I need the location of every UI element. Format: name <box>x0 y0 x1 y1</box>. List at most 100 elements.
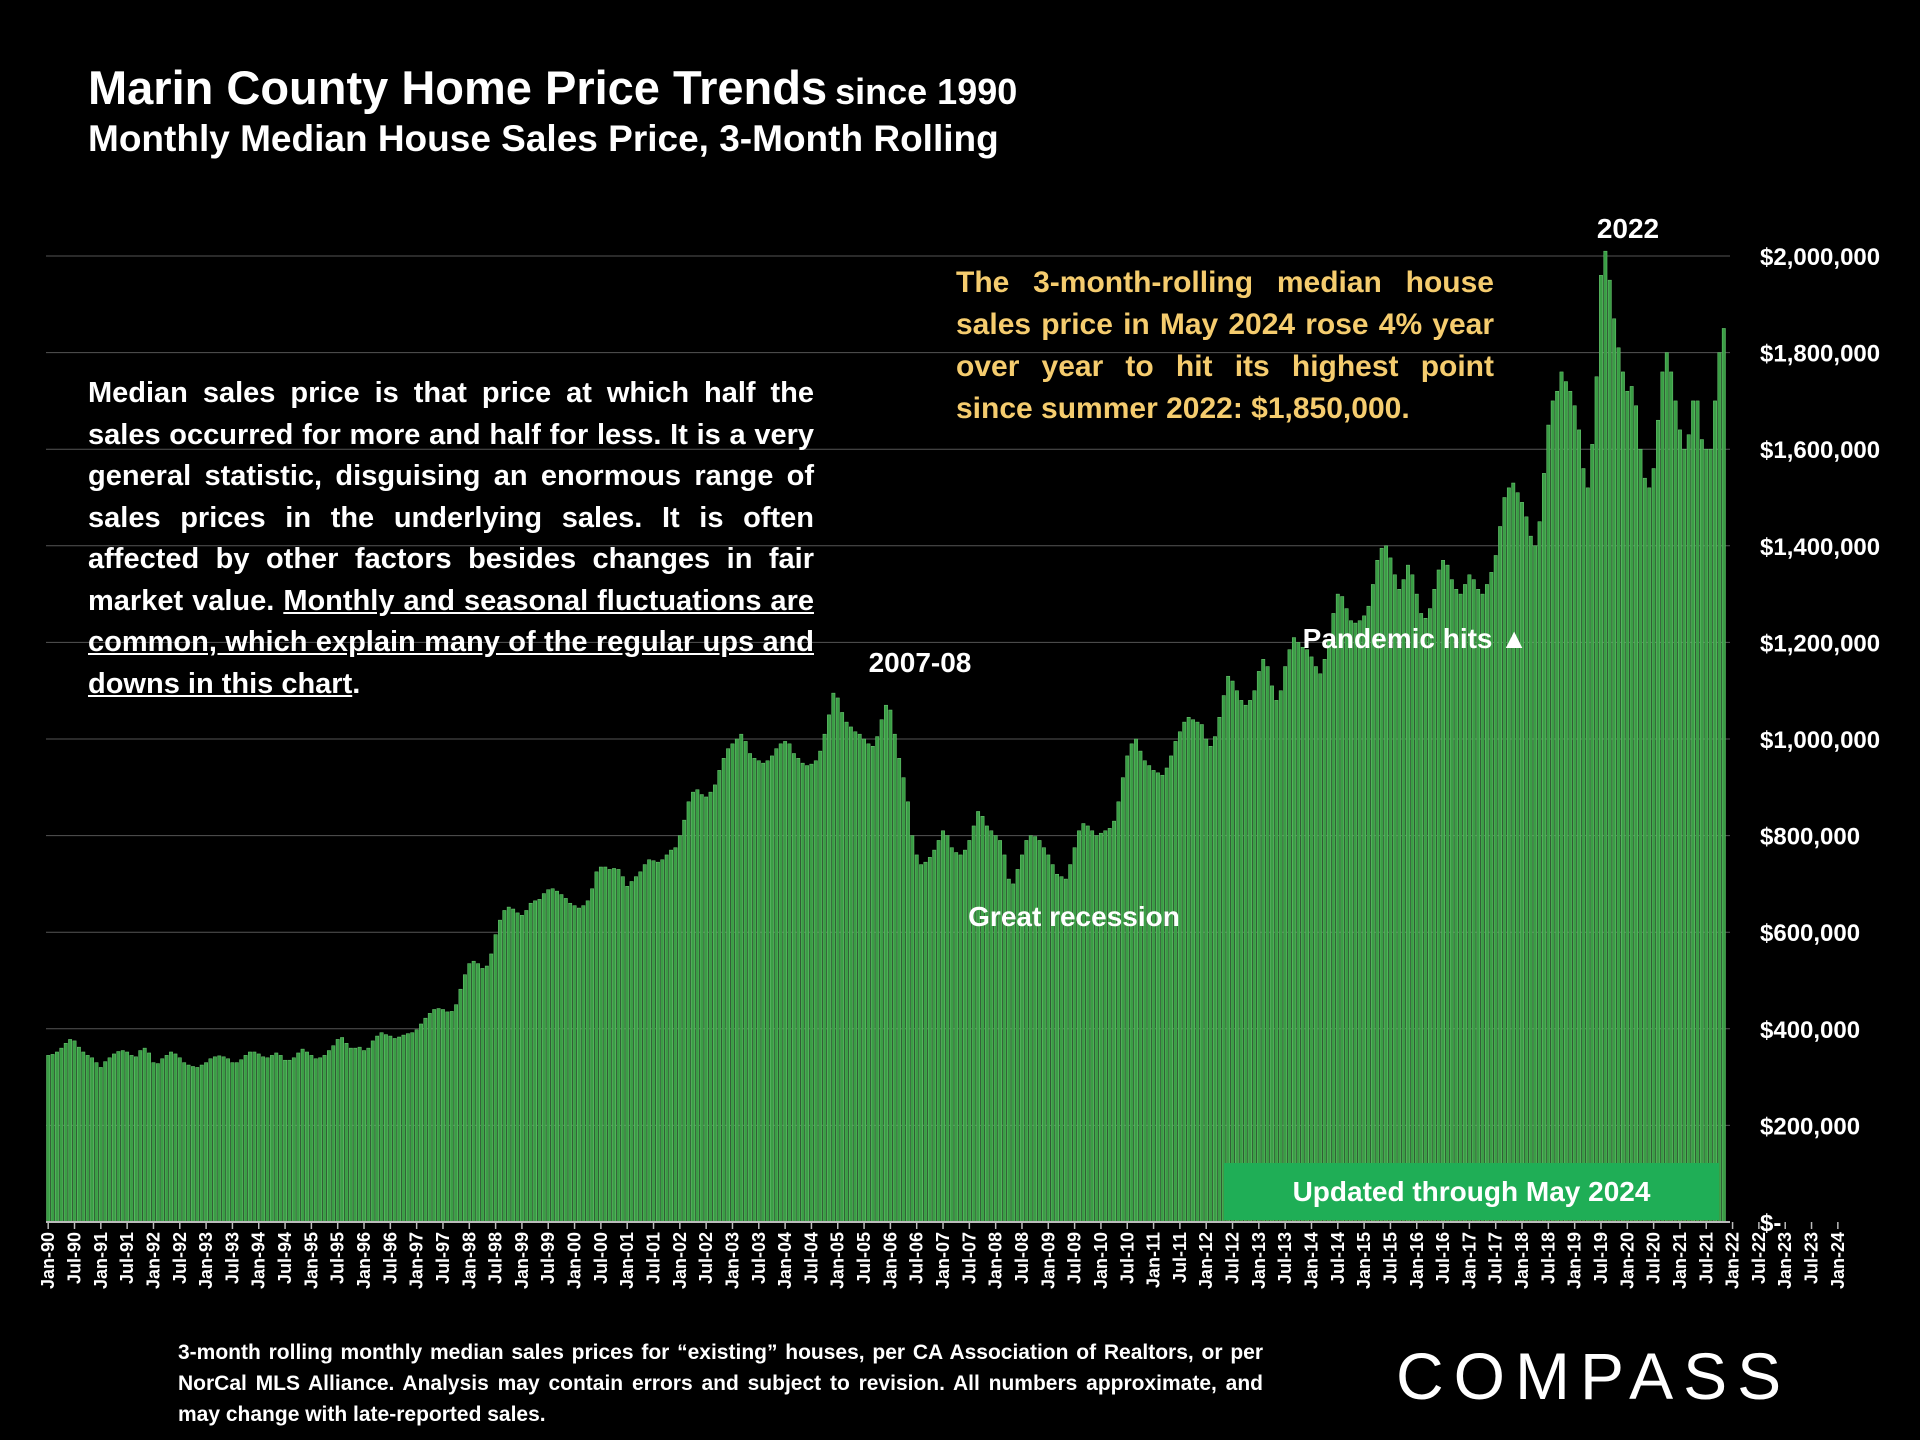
bar <box>46 1055 51 1223</box>
bar <box>870 746 875 1223</box>
bar <box>1647 487 1652 1223</box>
y-axis: $- $200,000 $400,000 $600,000 $800,000 $1,000… <box>1760 244 1880 1237</box>
bar <box>134 1056 138 1223</box>
bar <box>866 743 871 1223</box>
bar <box>1142 760 1147 1223</box>
bar <box>125 1051 130 1223</box>
bar <box>879 719 884 1223</box>
bar <box>467 963 472 1223</box>
x-tick-label: Jul-93 <box>222 1232 242 1284</box>
bar <box>524 910 529 1223</box>
bar <box>454 1004 459 1223</box>
bar <box>1191 719 1195 1223</box>
x-tick-label: Jan-23 <box>1775 1232 1795 1289</box>
bar <box>1528 535 1533 1223</box>
bar <box>234 1062 239 1223</box>
bar <box>1283 666 1288 1223</box>
bar <box>1287 649 1292 1223</box>
bar <box>1156 772 1160 1223</box>
bar <box>1182 721 1187 1223</box>
bar <box>217 1055 222 1223</box>
bar <box>1449 579 1454 1223</box>
bar <box>90 1057 94 1223</box>
bar <box>1713 400 1717 1223</box>
bar <box>1621 371 1625 1223</box>
x-tick-label: Jan-05 <box>828 1232 848 1289</box>
bar <box>730 743 735 1223</box>
bar <box>1011 883 1016 1223</box>
bar <box>199 1064 204 1223</box>
bar <box>1555 390 1560 1223</box>
bar <box>901 777 906 1223</box>
x-tick-label: Jan-00 <box>565 1232 585 1289</box>
bar <box>313 1058 318 1223</box>
bar <box>239 1059 244 1223</box>
x-tick-label: Jul-90 <box>65 1232 85 1284</box>
bar <box>68 1039 73 1223</box>
bar <box>1704 448 1709 1223</box>
bar <box>1572 405 1577 1223</box>
bar <box>875 736 880 1223</box>
bar <box>1362 615 1367 1223</box>
bar <box>1678 429 1682 1223</box>
bar <box>392 1038 397 1223</box>
bar <box>489 953 494 1223</box>
bar <box>774 748 779 1223</box>
bar <box>94 1062 99 1223</box>
bar <box>1204 738 1209 1223</box>
bar <box>1305 649 1310 1223</box>
x-tick-label: Jan-93 <box>196 1232 216 1289</box>
bar <box>120 1050 125 1223</box>
bar <box>208 1058 213 1223</box>
x-tick-label: Jan-22 <box>1723 1232 1743 1289</box>
bar <box>1423 618 1428 1223</box>
bar <box>572 905 577 1223</box>
bar <box>498 919 502 1223</box>
bar <box>1664 352 1669 1223</box>
x-tick-label: Jan-07 <box>933 1232 953 1289</box>
bar <box>1239 700 1244 1223</box>
bar <box>914 854 919 1223</box>
bar <box>1173 741 1178 1223</box>
y-tick-label: $1,800,000 <box>1760 341 1880 368</box>
bar <box>1370 584 1375 1223</box>
bar <box>1349 620 1353 1223</box>
bar <box>1265 666 1270 1223</box>
bar <box>984 825 989 1223</box>
bar <box>603 866 608 1223</box>
bar <box>1559 371 1564 1223</box>
bar <box>1485 584 1489 1223</box>
bar <box>910 835 915 1223</box>
bar <box>1695 400 1700 1223</box>
bar <box>226 1058 230 1223</box>
bar <box>160 1058 165 1223</box>
bar <box>734 738 739 1223</box>
bar <box>1094 835 1099 1223</box>
x-tick-label: Jul-01 <box>644 1232 664 1284</box>
x-tick-label: Jul-16 <box>1433 1232 1453 1284</box>
bar <box>1577 429 1581 1223</box>
bar <box>1414 593 1419 1223</box>
bar <box>1708 448 1713 1223</box>
bar <box>791 753 796 1223</box>
bar <box>1682 448 1687 1223</box>
bar <box>1454 589 1459 1223</box>
bar <box>559 894 564 1223</box>
bar <box>892 733 897 1223</box>
bar <box>756 760 761 1223</box>
bar <box>1651 468 1656 1223</box>
bar <box>401 1034 406 1223</box>
bar <box>458 988 463 1223</box>
bar <box>695 789 700 1223</box>
bar <box>748 753 752 1223</box>
bar <box>445 1011 450 1223</box>
bar <box>1199 724 1204 1223</box>
x-tick-label: Jul-94 <box>275 1232 295 1284</box>
bar <box>1502 497 1507 1223</box>
bar <box>1270 685 1274 1223</box>
annotation-2022: 2022 <box>1597 213 1659 244</box>
x-tick-label: Jan-17 <box>1459 1232 1479 1289</box>
bar <box>348 1047 353 1223</box>
bar <box>98 1067 103 1223</box>
x-tick-label: Jul-10 <box>1117 1232 1137 1284</box>
